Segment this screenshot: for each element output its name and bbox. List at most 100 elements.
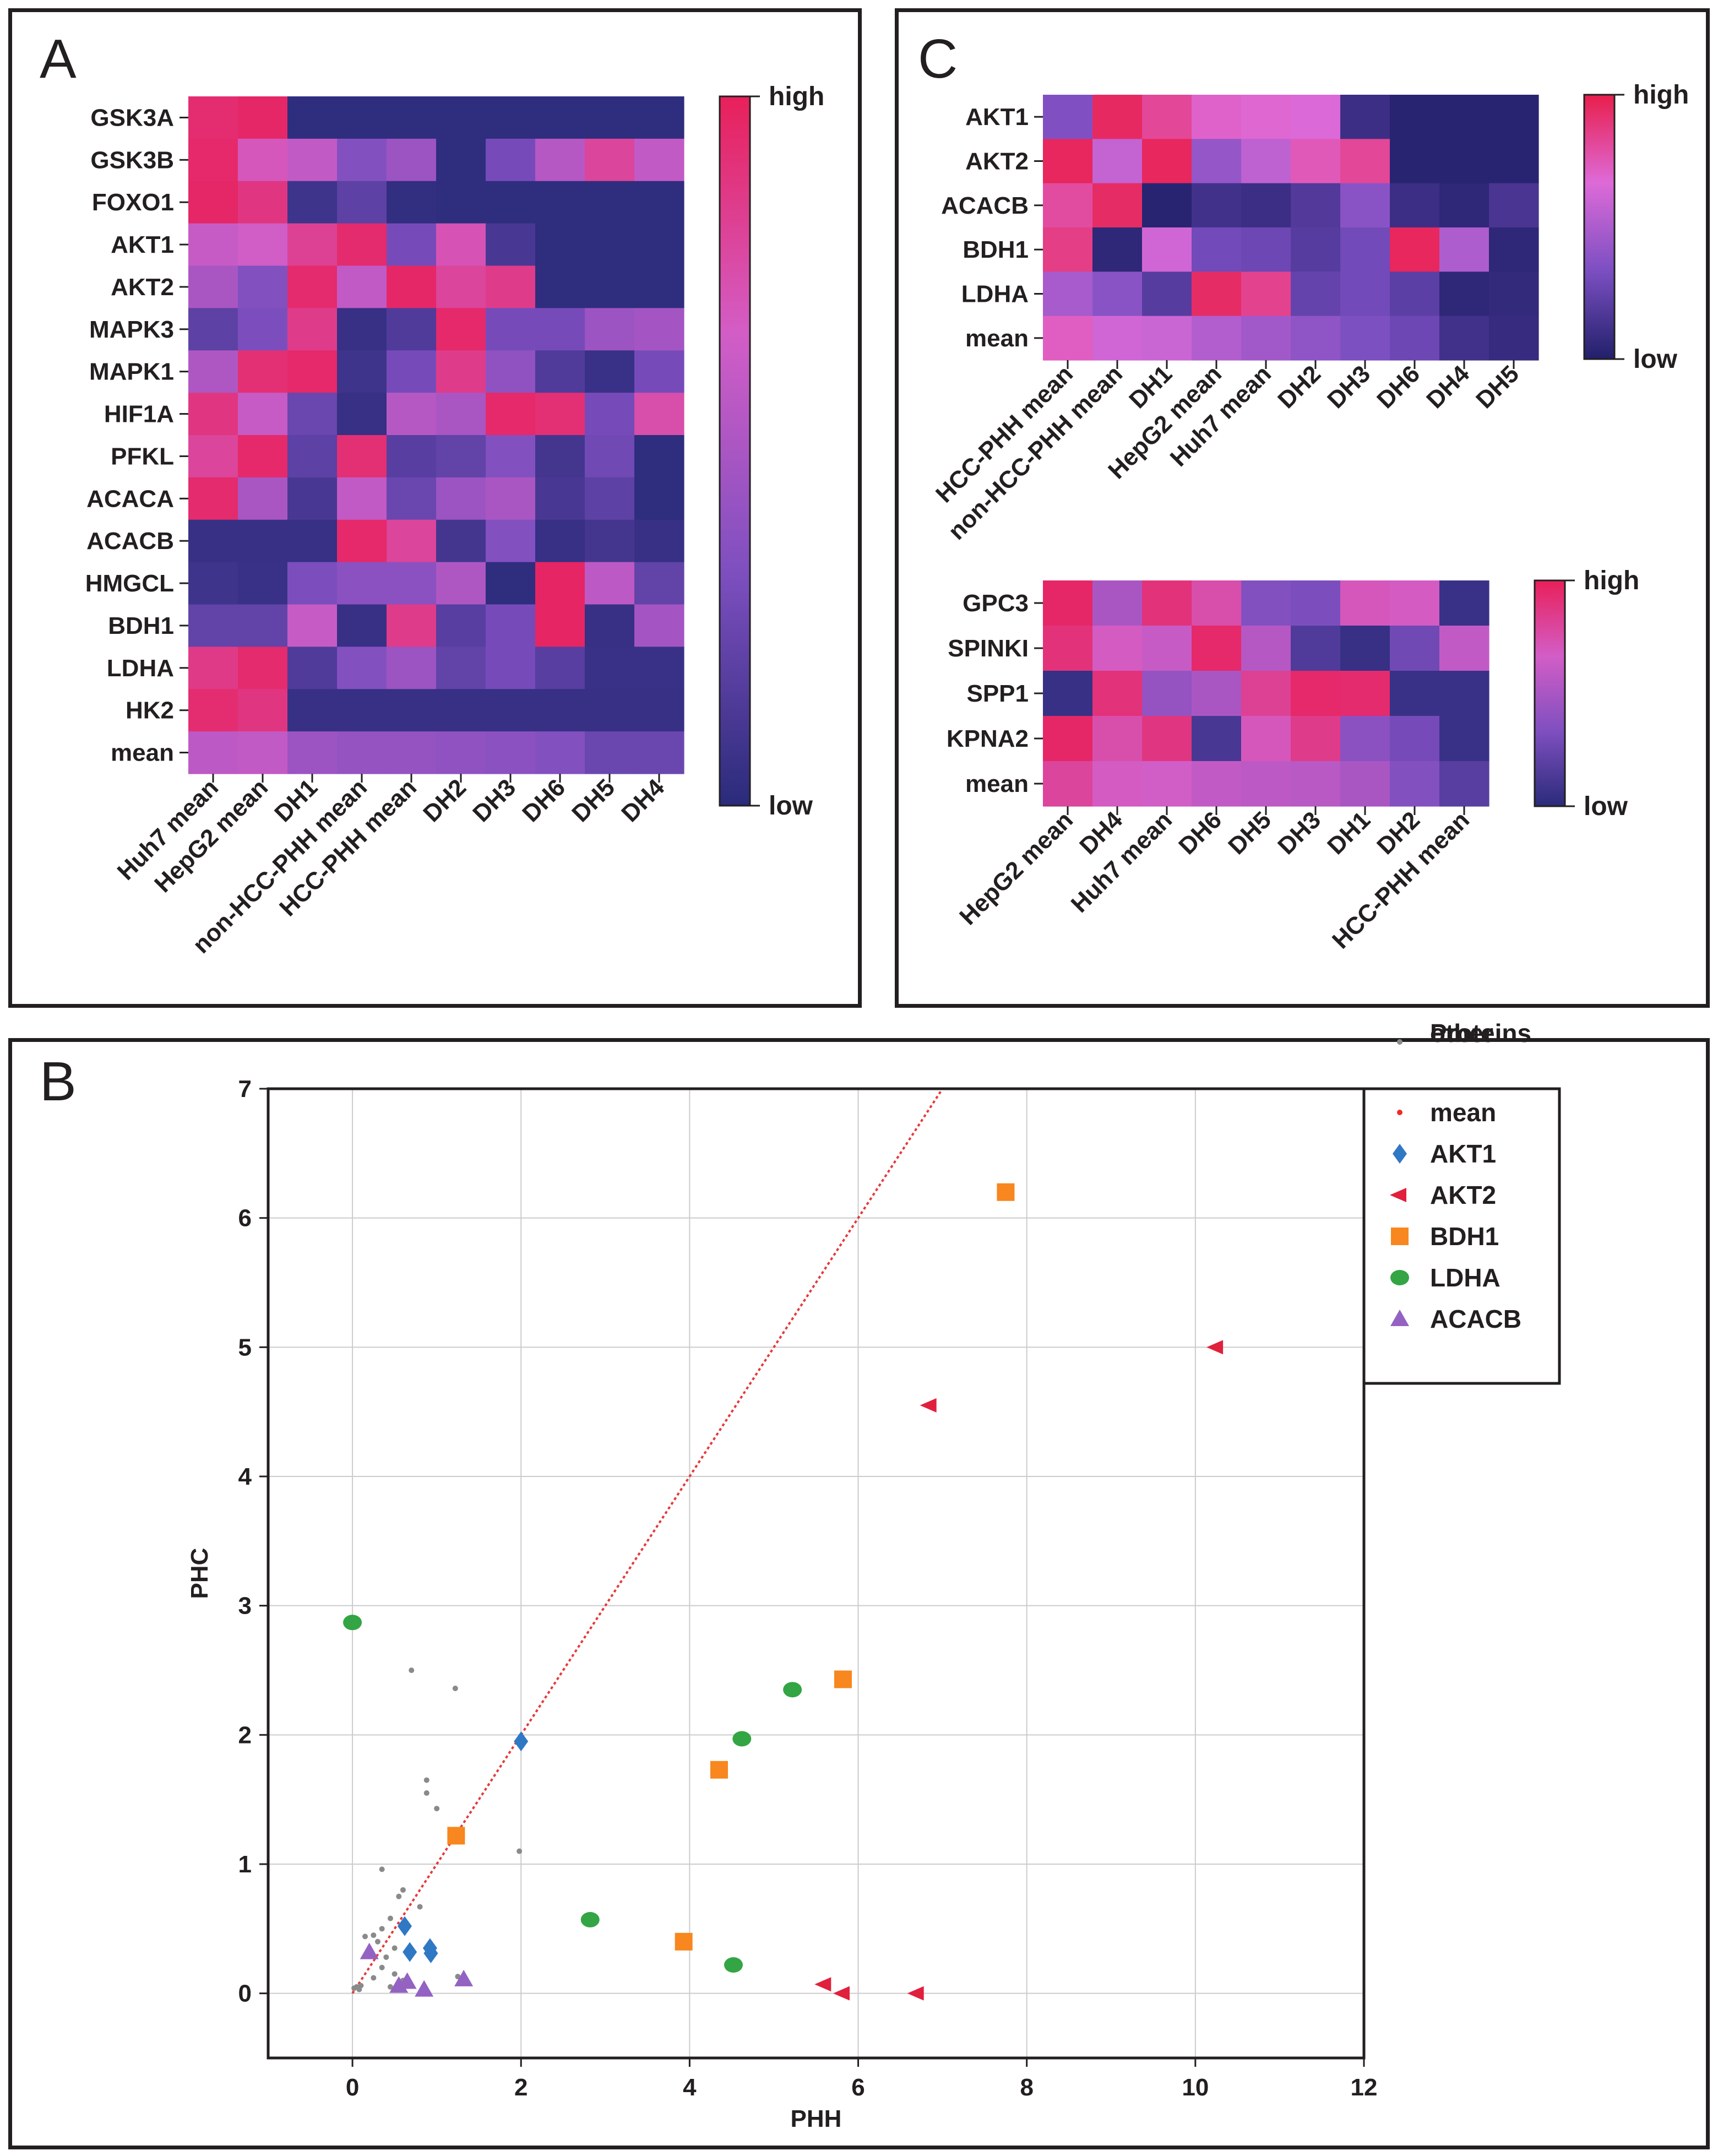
column-label: DH6 bbox=[517, 774, 570, 827]
heatmap-cell bbox=[238, 393, 288, 436]
other-proteins-point bbox=[517, 1848, 523, 1854]
heatmap-cell bbox=[188, 265, 238, 308]
column-label: DH3 bbox=[467, 774, 521, 827]
x-tick-label: 12 bbox=[1351, 2074, 1378, 2101]
akt1-point bbox=[423, 1943, 438, 1963]
other-proteins-point bbox=[362, 1934, 368, 1940]
heatmap-cell bbox=[1439, 626, 1489, 671]
heatmap-cell bbox=[1043, 716, 1093, 762]
heatmap-cell bbox=[1439, 580, 1489, 626]
heatmap-cell bbox=[387, 562, 437, 605]
heatmap-cell bbox=[1390, 183, 1440, 228]
heatmap-cell bbox=[486, 308, 536, 351]
heatmap-cell bbox=[1291, 139, 1341, 184]
heatmap-cell bbox=[1291, 580, 1341, 626]
heatmap-cell bbox=[337, 308, 387, 351]
heatmap-cell bbox=[1241, 316, 1291, 361]
panel-a-label: A bbox=[40, 28, 77, 90]
heatmap-cell bbox=[188, 138, 238, 182]
heatmap-cell bbox=[634, 604, 684, 647]
other-proteins-point bbox=[356, 1986, 362, 1992]
other-proteins-point bbox=[371, 1975, 377, 1981]
heatmap-cell bbox=[1192, 761, 1242, 807]
heatmap-cell bbox=[634, 435, 684, 478]
heatmap-cell bbox=[634, 647, 684, 689]
heatmap-cell bbox=[337, 265, 387, 308]
acacb-point bbox=[360, 1942, 379, 1959]
x-tick-label: 8 bbox=[1020, 2074, 1033, 2101]
heatmap-cell bbox=[1241, 139, 1291, 184]
other-proteins-point bbox=[392, 1971, 398, 1977]
heatmap-cell bbox=[1489, 139, 1539, 184]
heatmap-cell bbox=[486, 519, 536, 563]
heatmap-cell bbox=[1291, 183, 1341, 228]
heatmap-cell bbox=[238, 647, 288, 689]
heatmap-cell bbox=[337, 435, 387, 478]
heatmap-cell bbox=[188, 689, 238, 732]
heatmap-cell bbox=[535, 519, 585, 563]
row-label: ACACB bbox=[941, 192, 1029, 219]
x-tick-label: 10 bbox=[1182, 2074, 1209, 2101]
heatmap-cell bbox=[1291, 227, 1341, 272]
legend-akt2-marker bbox=[1390, 1188, 1406, 1202]
heatmap-cell bbox=[387, 96, 437, 139]
heatmap-cell bbox=[387, 393, 437, 436]
heatmap-cell bbox=[387, 138, 437, 182]
y-tick-label: 0 bbox=[238, 1980, 252, 2007]
heatmap-cell bbox=[1043, 671, 1093, 716]
heatmap-cell bbox=[1192, 716, 1242, 762]
akt2-point bbox=[1206, 1340, 1224, 1355]
x-axis-label: PHH bbox=[791, 2105, 842, 2132]
other-proteins-point bbox=[392, 1945, 398, 1951]
heatmap-cell bbox=[188, 96, 238, 139]
row-label: MAPK1 bbox=[89, 359, 174, 385]
other-proteins-point bbox=[379, 1964, 385, 1970]
heatmap-cell bbox=[1192, 626, 1242, 671]
akt1-point bbox=[514, 1731, 529, 1752]
heatmap-cell bbox=[1192, 139, 1242, 184]
heatmap-cell bbox=[337, 477, 387, 520]
column-label: DH5 bbox=[1471, 360, 1524, 414]
heatmap-cell bbox=[634, 562, 684, 605]
row-label: LDHA bbox=[961, 281, 1029, 308]
colorbar bbox=[719, 95, 751, 807]
heatmap-cell bbox=[1340, 671, 1390, 716]
row-label: mean bbox=[111, 740, 174, 767]
heatmap-cell bbox=[337, 562, 387, 605]
heatmap-cell bbox=[1092, 626, 1143, 671]
heatmap-cell bbox=[535, 350, 585, 393]
heatmap-cell bbox=[535, 477, 585, 520]
heatmap-cell bbox=[535, 604, 585, 647]
heatmap-cell bbox=[436, 435, 486, 478]
heatmap-cell bbox=[585, 519, 635, 563]
heatmap-cell bbox=[188, 604, 238, 647]
heatmap-cell bbox=[585, 562, 635, 605]
akt1-point bbox=[403, 1942, 417, 1962]
column-label: DH3 bbox=[1322, 360, 1376, 414]
heatmap-cell bbox=[1439, 761, 1489, 807]
heatmap-cell bbox=[585, 435, 635, 478]
bdh1-point bbox=[997, 1183, 1015, 1201]
heatmap-cell bbox=[387, 223, 437, 267]
heatmap-cell bbox=[634, 138, 684, 182]
heatmap-cell bbox=[337, 138, 387, 182]
heatmap-cell bbox=[486, 265, 536, 308]
heatmap-cell bbox=[1291, 761, 1341, 807]
heatmap-cell bbox=[1241, 626, 1291, 671]
heatmap-cell bbox=[1192, 227, 1242, 272]
heatmap-cell bbox=[337, 731, 387, 774]
heatmap-cell bbox=[238, 138, 288, 182]
heatmap-cell bbox=[1340, 139, 1390, 184]
heatmap-cell bbox=[436, 350, 486, 393]
row-label: mean bbox=[965, 325, 1029, 352]
heatmap-cell bbox=[287, 265, 338, 308]
row-label: BDH1 bbox=[963, 236, 1029, 263]
heatmap-cell bbox=[585, 223, 635, 267]
heatmap-cell bbox=[535, 265, 585, 308]
heatmap-cell bbox=[486, 647, 536, 689]
heatmap-cell bbox=[1241, 761, 1291, 807]
other-proteins-point bbox=[375, 1938, 380, 1945]
heatmap-cell bbox=[436, 181, 486, 224]
heatmap-cell bbox=[1489, 95, 1539, 139]
legend-mean-label: mean bbox=[1430, 1098, 1496, 1127]
